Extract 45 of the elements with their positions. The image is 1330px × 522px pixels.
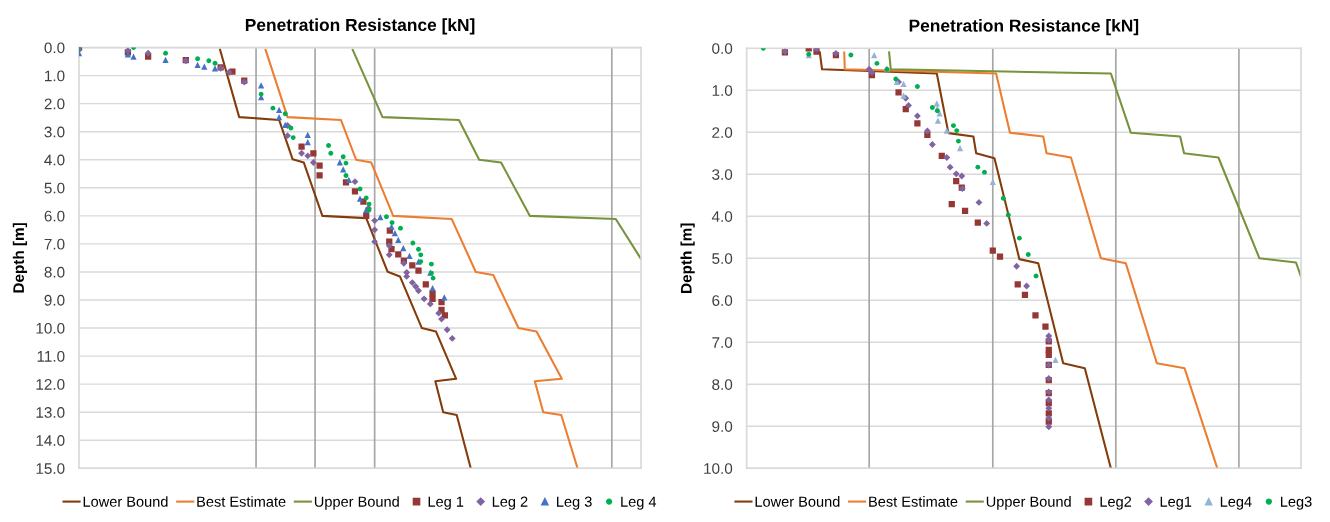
y-tick-label: 3.0	[44, 126, 65, 138]
legend-label: Leg 2	[492, 496, 528, 510]
y-tick-label: 9.0	[712, 421, 733, 432]
legend-label: Leg 1	[428, 496, 464, 510]
y-axis-title: Depth [m]	[12, 223, 28, 293]
chart-title: Penetration Resistance [kN]	[909, 19, 1139, 36]
y-tick-label: 10.0	[704, 463, 733, 474]
y-tick-label: 4.0	[44, 154, 65, 166]
y-tick-label: 8.0	[44, 266, 65, 278]
legend-label: Leg2	[1100, 496, 1132, 510]
legend-label: Leg 4	[621, 496, 657, 510]
y-tick-label: 12.0	[36, 379, 65, 390]
y-tick-label: 14.0	[36, 435, 65, 446]
legend-label: Leg3	[1280, 496, 1312, 510]
y-tick-label: 5.0	[44, 182, 65, 194]
y-tick-label: 11.0	[37, 350, 65, 362]
y-tick-label: 2.0	[44, 98, 65, 110]
y-tick-label: 1.0	[45, 70, 65, 82]
chart-title: Penetration Resistance [kN]	[245, 18, 475, 35]
y-tick-label: 7.0	[44, 238, 65, 250]
y-tick-label: 4.0	[711, 211, 733, 222]
y-tick-label: 0.0	[712, 43, 733, 54]
y-tick-label: 9.0	[44, 294, 65, 306]
y-tick-label: 6.0	[712, 295, 733, 306]
legend-label: Leg4	[1220, 496, 1252, 510]
y-tick-label: 1.0	[712, 85, 733, 96]
y-tick-label: 5.0	[712, 253, 733, 264]
legend-label: Leg1	[1160, 496, 1192, 510]
legend-label: Leg 3	[557, 496, 592, 510]
legend-label: Upper Bound	[314, 496, 399, 510]
legend-label: Best Estimate	[869, 496, 958, 507]
y-tick-label: 8.0	[712, 379, 733, 390]
legend-label: Lower Bound	[83, 496, 168, 507]
legend-label: Lower Bound	[755, 496, 840, 507]
y-tick-label: 2.0	[712, 127, 733, 138]
y-tick-label: 3.0	[712, 169, 733, 180]
legend-label: Upper Bound	[986, 496, 1071, 510]
y-tick-label: 7.0	[712, 337, 733, 348]
y-tick-label: 10.0	[36, 322, 65, 334]
legend-label: Best Estimate	[197, 496, 286, 507]
y-tick-label: 0.0	[44, 42, 65, 54]
y-tick-label: 13.0	[36, 407, 65, 418]
y-tick-label: 15.0	[36, 463, 65, 474]
y-tick-label: 6.0	[44, 210, 65, 222]
y-axis-title: Depth [m]	[680, 223, 695, 293]
